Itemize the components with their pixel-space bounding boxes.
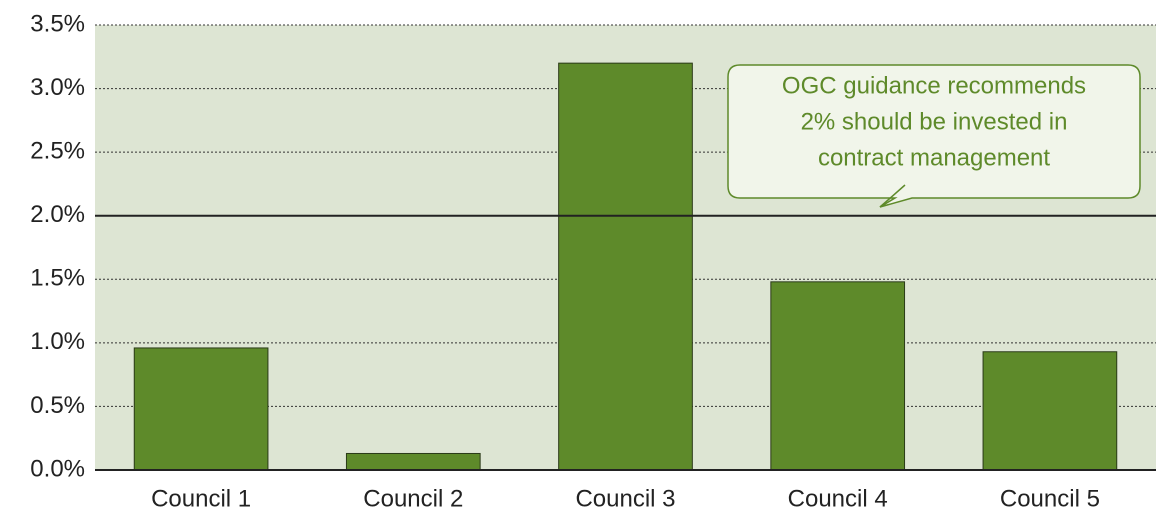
bar bbox=[345, 452, 481, 471]
y-tick-label: 0.0% bbox=[30, 455, 85, 482]
y-tick-label: 2.5% bbox=[30, 137, 85, 164]
y-tick-label: 1.0% bbox=[30, 328, 85, 355]
y-tick-label: 2.0% bbox=[30, 201, 85, 228]
annotation-text: 2% should be invested in bbox=[801, 108, 1068, 135]
x-tick-label: Council 1 bbox=[151, 485, 251, 512]
y-tick-label: 3.5% bbox=[30, 10, 85, 37]
y-tick-label: 3.0% bbox=[30, 74, 85, 101]
annotation-arrow bbox=[879, 184, 906, 208]
bar bbox=[982, 351, 1118, 471]
bar bbox=[770, 281, 906, 471]
x-tick-label: Council 3 bbox=[575, 485, 675, 512]
bar bbox=[558, 62, 693, 471]
y-tick-label: 0.5% bbox=[30, 392, 85, 419]
x-tick-label: Council 5 bbox=[1000, 485, 1100, 512]
annotation-text: contract management bbox=[818, 144, 1050, 171]
annotation-text: OGC guidance recommends bbox=[782, 72, 1086, 99]
y-tick-label: 1.5% bbox=[30, 265, 85, 292]
x-tick-label: Council 4 bbox=[788, 485, 888, 512]
annotation-box bbox=[727, 64, 1141, 208]
x-tick-label: Council 2 bbox=[363, 485, 463, 512]
bar bbox=[133, 347, 269, 471]
